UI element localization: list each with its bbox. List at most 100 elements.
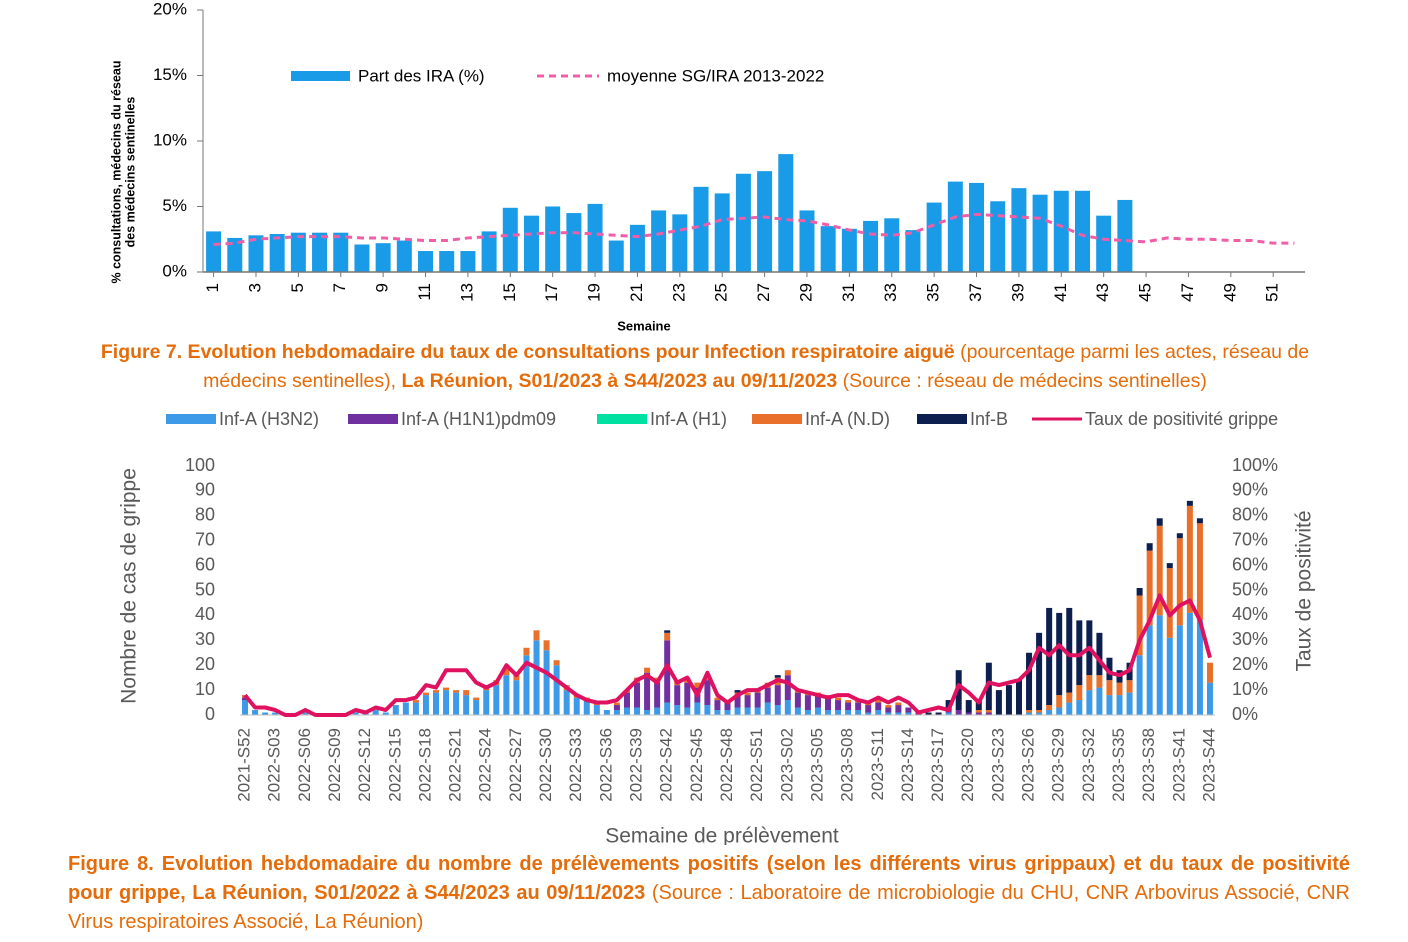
bar-segment <box>674 705 681 715</box>
caption-text: (Source : Laboratoire de microbiologie d… <box>68 882 1350 933</box>
bar-segment <box>714 700 721 711</box>
bar-segment <box>664 640 671 703</box>
bar <box>1011 188 1027 272</box>
bar-segment <box>664 630 671 633</box>
bar-segment <box>724 710 731 715</box>
x-tick-label: 29 <box>796 283 815 302</box>
bar-segment <box>875 700 882 703</box>
x-tick-label: 31 <box>839 283 858 302</box>
bar <box>757 171 773 272</box>
x-tick-label: 2022-S12 <box>355 728 374 802</box>
bar-segment <box>885 705 892 708</box>
bar-segment <box>1176 538 1183 626</box>
bar-segment <box>794 707 801 715</box>
bar-segment <box>523 647 530 656</box>
bar-segment <box>1176 533 1183 539</box>
y2-tick-label: 30% <box>1232 629 1268 649</box>
bar-segment <box>603 710 610 715</box>
bar-segment <box>664 632 671 641</box>
y-axis-title: % consultations, médecins du réseau <box>109 61 123 284</box>
bar <box>608 240 624 272</box>
figure-caption: Figure 8. Evolution hebdomadaire du nomb… <box>68 850 1350 937</box>
bar-segment <box>814 707 821 715</box>
bar-segment <box>975 712 982 715</box>
bar-segment <box>784 670 791 676</box>
bar-segment <box>764 687 771 703</box>
y-axis-title: Nombre de cas de grippe <box>118 468 141 704</box>
bar-segment <box>1156 525 1163 616</box>
bar-segment <box>453 692 460 715</box>
x-tick-label: 2022-S51 <box>747 728 766 802</box>
y-tick-label: 70 <box>195 529 215 549</box>
bar-segment <box>1146 550 1153 626</box>
x-tick-label: 2022-S15 <box>385 728 404 802</box>
bar <box>418 251 434 272</box>
bar-segment <box>1186 505 1193 613</box>
bar <box>714 193 730 272</box>
x-tick-label: 2023-S32 <box>1079 728 1098 802</box>
bar-segment <box>1176 625 1183 715</box>
bar-segment <box>1106 695 1113 715</box>
x-tick-label: 2022-S21 <box>446 728 465 802</box>
bar <box>396 240 412 272</box>
bar-segment <box>704 675 711 681</box>
bar-segment <box>372 710 379 715</box>
bar-segment <box>855 702 862 711</box>
y2-tick-label: 60% <box>1232 554 1268 574</box>
y-tick-label: 10% <box>153 130 187 149</box>
y-tick-label: 80 <box>195 505 215 525</box>
bar-segment <box>443 687 450 691</box>
bar-segment <box>583 700 590 715</box>
bar-segment <box>1206 662 1213 683</box>
bar-segment <box>1026 652 1033 711</box>
y-tick-label: 15% <box>153 65 187 84</box>
x-tick-label: 2022-S24 <box>476 728 495 802</box>
y2-tick-label: 100% <box>1232 455 1278 475</box>
x-tick-label: 2023-S02 <box>777 728 796 802</box>
bar-segment <box>422 695 429 715</box>
bar-segment <box>1026 712 1033 715</box>
legend-swatch <box>291 71 350 81</box>
bar-segment <box>1066 692 1073 703</box>
legend-label: Inf-A (H1N1)pdm09 <box>401 409 556 429</box>
bar-segment <box>835 697 842 701</box>
bar-segment <box>875 702 882 711</box>
bar <box>1117 199 1133 272</box>
bar-segment <box>855 710 862 715</box>
bar-segment <box>804 695 811 711</box>
x-tick-label: 2022-S18 <box>415 728 434 802</box>
bar-segment <box>634 682 641 708</box>
legend-label: Taux de positivité grippe <box>1085 409 1278 429</box>
bar <box>460 251 476 272</box>
bar-segment <box>533 640 540 715</box>
bar-segment <box>1196 518 1203 524</box>
x-tick-label: 19 <box>585 283 604 302</box>
bar-segment <box>684 707 691 715</box>
y-tick-label: 5% <box>162 196 187 215</box>
bar <box>523 215 539 272</box>
bar <box>947 181 963 272</box>
x-tick-label: 2023-S23 <box>988 728 1007 802</box>
bar <box>799 210 815 272</box>
bar-segment <box>1136 655 1143 715</box>
bar-segment <box>352 712 359 715</box>
bar-segment <box>553 665 560 715</box>
bar-segment <box>573 697 580 715</box>
bar-segment <box>684 682 691 708</box>
bar-segment <box>473 697 480 701</box>
bar-segment <box>1166 568 1173 638</box>
bar <box>375 243 391 272</box>
bar-segment <box>644 710 651 715</box>
bar-segment <box>483 690 490 715</box>
bar-segment <box>412 700 419 703</box>
bar-segment <box>402 702 409 715</box>
bar-segment <box>905 707 912 713</box>
x-axis-title: Semaine de prélèvement <box>605 825 839 845</box>
bar-segment <box>553 660 560 666</box>
x-tick-label: 7 <box>330 283 349 292</box>
bar <box>227 237 243 272</box>
bar-segment <box>754 707 761 715</box>
bar-segment <box>1036 710 1043 713</box>
y2-tick-label: 50% <box>1232 579 1268 599</box>
